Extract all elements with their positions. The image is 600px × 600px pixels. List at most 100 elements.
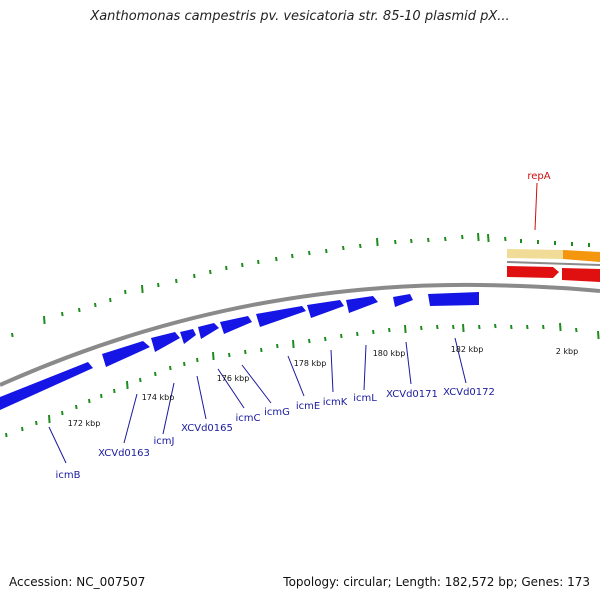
- outer-tick-mark: [461, 234, 464, 240]
- outer-tick-mark: [43, 315, 46, 325]
- gene-label[interactable]: icmL: [353, 393, 377, 404]
- rep-feature-band[interactable]: [507, 249, 563, 259]
- inner-tick-mark: [212, 351, 215, 361]
- outer-tick-mark: [444, 236, 447, 242]
- inner-tick-mark: [113, 388, 116, 394]
- outer-tick-mark: [157, 282, 160, 288]
- inner-tick-mark: [404, 324, 407, 334]
- gene-label[interactable]: icmJ: [154, 436, 175, 447]
- inner-tick-mark: [372, 329, 375, 335]
- gene-label[interactable]: XCVd0172: [443, 387, 495, 398]
- tick-labels: 172 kbp 174 kbp 176 kbp 178 kbp 180 kbp 182 k…: [68, 345, 579, 428]
- gene-label[interactable]: XCVd0171: [386, 389, 438, 400]
- outer-tick-mark: [325, 248, 328, 254]
- map-title: Xanthomonas campestris pv. vesicatoria s…: [90, 9, 510, 24]
- tick-label: 172 kbp: [68, 419, 101, 428]
- outer-tick-mark: [376, 237, 379, 247]
- outer-tick-mark: [124, 289, 127, 295]
- inner-tick-mark: [228, 352, 231, 358]
- forward-gene-track: [0, 292, 479, 410]
- outer-tick-mark: [477, 232, 480, 242]
- inner-tick-mark: [260, 347, 263, 353]
- accession-text: Accession: NC_007507: [9, 575, 146, 589]
- gene-label-leader: [196, 375, 207, 420]
- forward-gene-arrow[interactable]: [180, 329, 196, 344]
- tick-label: 2 kbp: [556, 347, 578, 356]
- forward-gene-arrow[interactable]: [151, 332, 180, 352]
- outer-tick-mark: [78, 307, 81, 313]
- inner-tick-mark: [340, 333, 343, 339]
- inner-tick-mark: [542, 324, 545, 330]
- forward-gene-arrow[interactable]: [256, 306, 306, 327]
- forward-gene-arrow[interactable]: [393, 294, 413, 307]
- outer-tick-mark: [359, 243, 362, 249]
- inner-tick-mark: [169, 365, 172, 371]
- inner-tick-mark: [35, 420, 38, 426]
- inner-tick-mark: [436, 324, 439, 330]
- gene-label[interactable]: icmC: [236, 413, 261, 424]
- outer-tick-mark: [209, 269, 212, 275]
- inner-tick-mark: [452, 324, 455, 330]
- forward-gene-arrow[interactable]: [428, 292, 479, 306]
- gene-label-leader: [217, 368, 245, 409]
- forward-gene-arrow[interactable]: [307, 300, 344, 318]
- reverse-gene-arrow[interactable]: [507, 266, 559, 278]
- outer-tick-mark: [11, 332, 14, 338]
- inner-tick-mark: [388, 327, 391, 333]
- inner-tick-mark: [48, 414, 51, 424]
- inner-tick-mark: [575, 327, 578, 333]
- inner-tick-mark: [478, 324, 481, 330]
- gene-label-leader: [48, 426, 67, 464]
- inner-tick-mark: [597, 330, 600, 340]
- gene-label-leader: [405, 341, 412, 385]
- rep-feature-band-orange[interactable]: [563, 250, 600, 262]
- inner-tick-mark: [196, 357, 199, 363]
- outer-tick-mark: [291, 253, 294, 259]
- outer-tick-mark: [394, 239, 397, 245]
- tick-label: 178 kbp: [294, 359, 327, 368]
- outer-tick-mark: [241, 262, 244, 268]
- gene-label-leader: [162, 382, 175, 435]
- inner-tick-mark: [244, 349, 247, 355]
- inner-tick-mark: [526, 324, 529, 330]
- inner-tick-mark: [510, 324, 513, 330]
- gene-label[interactable]: icmK: [323, 397, 348, 408]
- inner-tick-mark: [126, 380, 129, 390]
- forward-gene-arrow[interactable]: [198, 323, 219, 339]
- forward-gene-arrow[interactable]: [0, 362, 93, 410]
- reverse-gene-arrow[interactable]: [562, 268, 600, 282]
- label-leader-lines: [48, 337, 467, 464]
- gene-label-leader: [330, 349, 334, 393]
- outer-tick-mark: [504, 236, 507, 242]
- tick-label: 174 kbp: [142, 393, 175, 402]
- tick-label: 176 kbp: [217, 374, 250, 383]
- tick-label: 182 kbp: [451, 345, 484, 354]
- outer-tick-mark: [61, 311, 64, 317]
- gene-label[interactable]: XCVd0163: [98, 448, 150, 459]
- forward-gene-arrow[interactable]: [346, 296, 378, 313]
- forward-gene-arrow[interactable]: [102, 341, 150, 367]
- inner-tick-mark: [559, 322, 562, 332]
- tick-label: 180 kbp: [373, 349, 406, 358]
- gene-label[interactable]: icmE: [296, 401, 320, 412]
- forward-gene-arrow[interactable]: [220, 316, 252, 334]
- outer-tick-mark: [193, 273, 196, 279]
- outer-tick-mark: [275, 256, 278, 262]
- inner-tick-mark: [356, 331, 359, 337]
- gene-label[interactable]: icmB: [56, 470, 81, 481]
- inner-tick-mark: [88, 398, 91, 404]
- inner-tick-mark: [154, 371, 157, 377]
- outer-tick-mark: [427, 237, 430, 243]
- rep-label-leader: [534, 182, 538, 231]
- gene-label-leader: [287, 355, 305, 397]
- outer-tick-mark: [257, 259, 260, 265]
- outer-tick-mark: [487, 233, 490, 243]
- inner-tick-mark: [61, 410, 64, 416]
- gene-label[interactable]: icmG: [264, 407, 290, 418]
- gene-label[interactable]: XCVd0165: [181, 423, 233, 434]
- gene-label-leader: [241, 364, 272, 404]
- gene-label-repA[interactable]: repA: [527, 171, 550, 182]
- inner-tick-mark: [100, 393, 103, 399]
